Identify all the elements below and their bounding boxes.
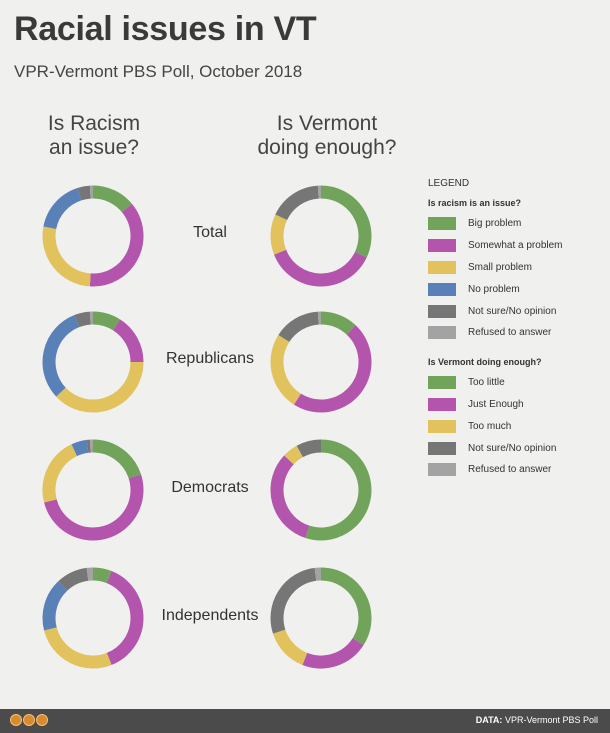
- legend-enough-label: Just Enough: [468, 398, 524, 410]
- column-header-racism-line2: an issue?: [49, 136, 139, 159]
- donut-slice-somewhat-a-problem: [44, 474, 144, 541]
- donut-slice-big-problem: [92, 185, 132, 213]
- column-header-racism: Is Racism an issue?: [34, 112, 154, 160]
- donut-slice-too-little: [305, 439, 372, 541]
- legend: LEGEND Is racism is an issue? Big proble…: [428, 178, 608, 481]
- donut-enough-republicans: [270, 311, 372, 413]
- legend-racism-label: Refused to answer: [468, 327, 552, 339]
- donut-slice-small-problem: [56, 361, 144, 413]
- legend-enough-label: Too much: [468, 420, 512, 432]
- donut-racism-republicans: [42, 311, 144, 413]
- donut-slice-somewhat-a-problem: [112, 319, 144, 363]
- legend-racism-item: Somewhat a problem: [428, 235, 608, 257]
- donut-slice-too-little: [320, 567, 372, 646]
- row-label-independents: Independents: [161, 607, 259, 624]
- row-label-republicans: Republicans: [165, 350, 255, 367]
- donut-slice-no-problem: [42, 581, 68, 631]
- donut-slice-big-problem: [92, 567, 112, 584]
- donut-slice-too-little: [320, 185, 372, 258]
- legend-racism-label: Not sure/No opinion: [468, 305, 557, 317]
- legend-racism-item: Small problem: [428, 257, 608, 279]
- legend-racism-label: Small problem: [468, 261, 532, 273]
- legend-racism-item: Not sure/No opinion: [428, 300, 608, 322]
- legend-racism-swatch: [428, 239, 456, 253]
- donut-racism-democrats: [42, 439, 144, 541]
- donut-slice-not-sure-no-opinion: [58, 567, 89, 591]
- donut-slice-somewhat-a-problem: [106, 571, 144, 665]
- donut-slice-not-sure-no-opinion: [77, 185, 91, 201]
- row-label-democrats: Democrats: [171, 479, 249, 496]
- donut-slice-no-problem: [71, 439, 89, 457]
- donut-slice-not-sure-no-opinion: [278, 311, 319, 343]
- legend-title: LEGEND: [428, 178, 470, 189]
- data-source: DATA: VPR-Vermont PBS Poll: [476, 715, 598, 725]
- row-label-total: Total: [193, 224, 227, 241]
- legend-enough-item: Refused to answer: [428, 459, 608, 481]
- donut-slice-not-sure-no-opinion: [296, 439, 322, 458]
- legend-racism-swatch: [428, 260, 456, 274]
- legend-enough-label: Not sure/No opinion: [468, 442, 557, 454]
- column-header-enough-line2: doing enough?: [257, 136, 397, 159]
- data-source-text: VPR-Vermont PBS Poll: [504, 715, 598, 725]
- legend-racism-swatch: [428, 217, 456, 231]
- legend-enough-swatch: [428, 397, 456, 411]
- donut-racism-total: [42, 185, 144, 287]
- donut-slice-no-problem: [43, 187, 82, 230]
- legend-enough-swatch: [428, 376, 456, 390]
- legend-racism-label: No problem: [468, 283, 520, 295]
- column-header-racism-line1: Is Racism: [47, 112, 141, 135]
- donut-slice-just-enough: [274, 249, 367, 287]
- data-source-label: DATA:: [475, 715, 503, 725]
- legend-enough-swatch: [428, 419, 456, 433]
- donut-slice-somewhat-a-problem: [89, 203, 144, 287]
- donut-slice-small-problem: [42, 226, 91, 287]
- donut-slice-not-sure-no-opinion: [275, 185, 319, 221]
- footer: DATA: VPR-Vermont PBS Poll: [0, 709, 610, 733]
- legend-racism-swatch: [428, 282, 456, 296]
- legend-racism-swatch: [428, 304, 456, 318]
- legend-racism-item: No problem: [428, 278, 608, 300]
- donut-slice-small-problem: [42, 444, 78, 503]
- legend-enough-label: Refused to answer: [468, 464, 552, 476]
- donut-enough-independents: [270, 567, 372, 669]
- donut-slice-big-problem: [92, 311, 121, 331]
- donut-slice-too-much: [272, 629, 308, 665]
- donut-slice-too-much: [284, 445, 304, 465]
- legend-group-enough-title: Is Vermont doing enough?: [428, 356, 542, 367]
- legend-enough-swatch: [428, 463, 456, 477]
- vpr-logo-icon: [10, 714, 49, 726]
- donut-slice-just-enough: [270, 455, 310, 539]
- legend-enough-item: Not sure/No opinion: [428, 437, 608, 459]
- legend-enough-item: Too little: [428, 372, 608, 394]
- donut-enough-democrats: [270, 439, 372, 541]
- legend-enough-item: Too much: [428, 415, 608, 437]
- legend-racism-swatch: [428, 326, 456, 340]
- donut-slice-not-sure-no-opinion: [74, 311, 91, 328]
- donut-slice-small-problem: [44, 627, 112, 669]
- donut-slice-too-much: [270, 214, 288, 255]
- legend-racism-label: Big problem: [468, 218, 522, 230]
- donut-slice-big-problem: [92, 439, 142, 479]
- donut-slice-not-sure-no-opinion: [270, 567, 317, 634]
- column-header-enough: Is Vermont doing enough?: [242, 112, 412, 160]
- legend-enough-swatch: [428, 441, 456, 455]
- legend-group-racism-title: Is racism is an issue?: [428, 198, 522, 208]
- donut-slice-no-problem: [42, 315, 80, 397]
- donut-enough-total: [270, 185, 372, 287]
- legend-racism-item: Big problem: [428, 213, 608, 235]
- donut-slice-too-much: [270, 334, 302, 405]
- legend-group-racism: Big problem Somewhat a problem Small probl…: [428, 213, 608, 344]
- donut-slice-just-enough: [293, 325, 372, 413]
- column-header-enough-line1: Is Vermont: [276, 112, 378, 135]
- donut-slice-too-little: [320, 311, 356, 335]
- legend-racism-label: Somewhat a problem: [468, 240, 563, 252]
- donut-racism-independents: [42, 567, 144, 669]
- legend-racism-item: Refused to answer: [428, 322, 608, 344]
- donut-slice-just-enough: [302, 637, 364, 669]
- legend-enough-label: Too little: [468, 377, 505, 389]
- legend-enough-item: Just Enough: [428, 394, 608, 416]
- title: Racial issues in VT: [14, 10, 317, 48]
- subtitle: VPR-Vermont PBS Poll, October 2018: [14, 62, 303, 81]
- legend-group-enough: Too little Just Enough Too much Not sure/No…: [428, 372, 608, 481]
